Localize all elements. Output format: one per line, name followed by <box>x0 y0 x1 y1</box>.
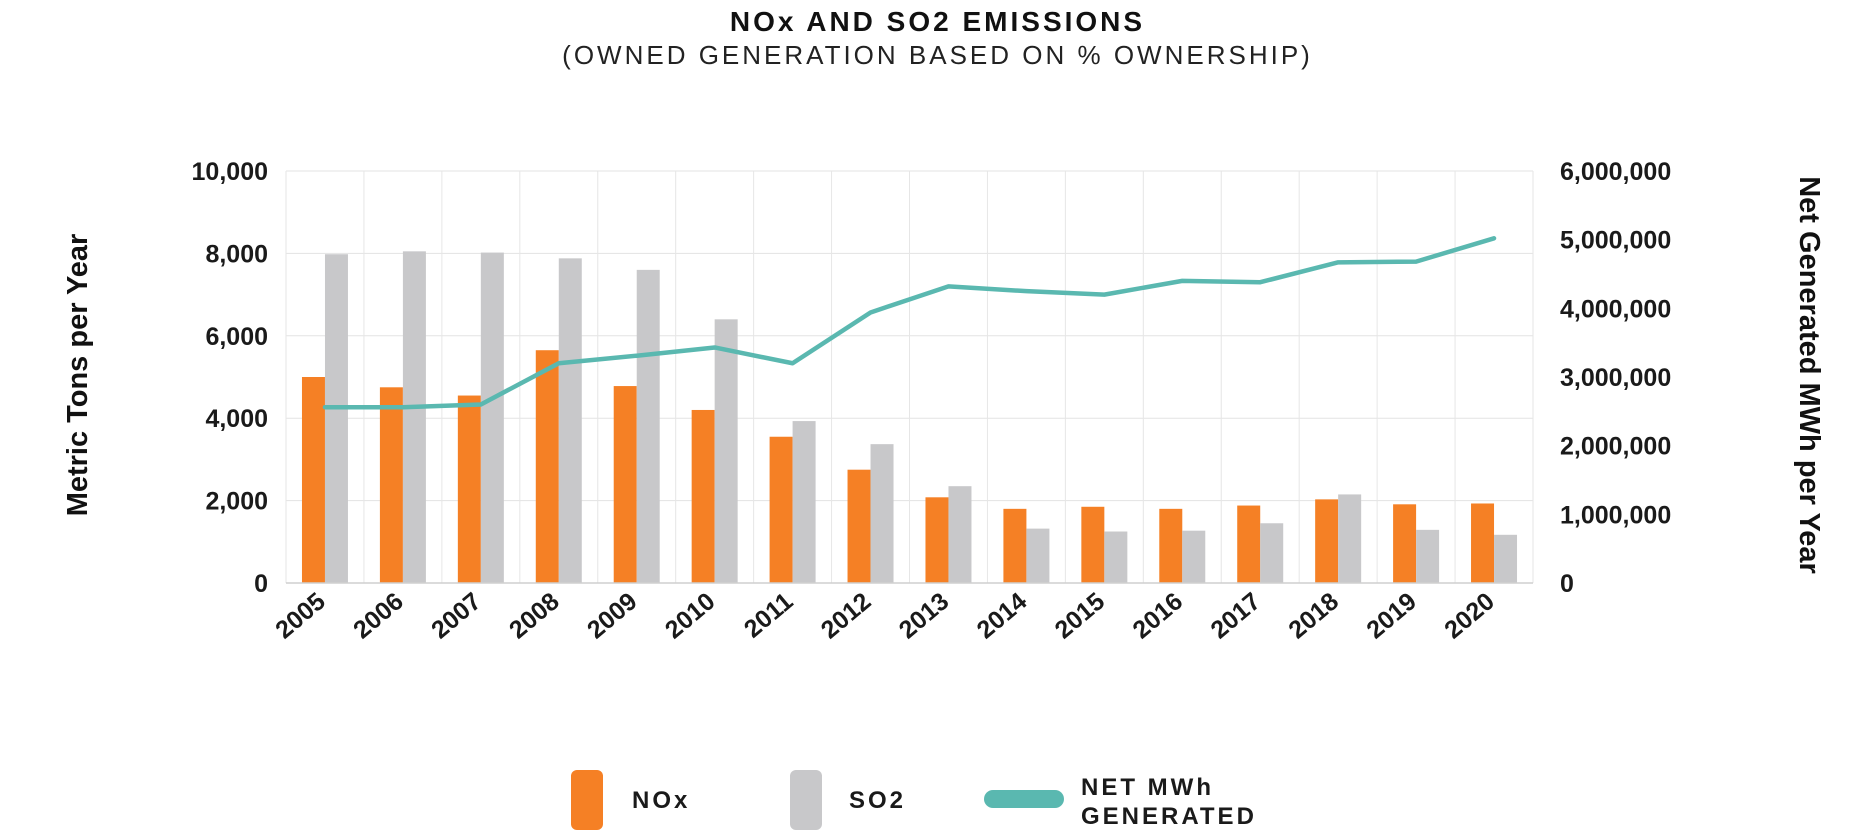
y-axis-label: Metric Tons per Year <box>62 234 94 517</box>
y-tick-label: 2,000 <box>205 488 268 516</box>
bar-so2 <box>1494 534 1518 583</box>
legend-label-nox: NOx <box>632 787 690 814</box>
legend-label-so2: SO2 <box>849 787 906 814</box>
legend-item-so2: SO2 <box>790 770 906 830</box>
bar-nox <box>847 469 871 583</box>
x-tick-label: 2018 <box>1283 587 1344 644</box>
legend-swatch-so2 <box>790 770 822 830</box>
bar-so2 <box>1104 531 1128 583</box>
x-axis-ticks: 2005 2006 2007 2008 2009 2010 2011 2012 2013 2014… <box>270 587 1500 644</box>
line-series <box>322 236 1497 410</box>
x-tick-label: 2010 <box>660 587 721 644</box>
legend-item-nox: NOx <box>571 770 690 830</box>
y-tick-label: 0 <box>254 570 268 598</box>
bar-nox <box>1003 508 1027 583</box>
x-tick-label: 2020 <box>1439 587 1500 644</box>
y2-tick-label: 0 <box>1560 570 1574 598</box>
x-tick-label: 2013 <box>894 587 955 644</box>
x-tick-label: 2012 <box>816 587 877 644</box>
bar-so2 <box>870 444 894 583</box>
bar-so2 <box>1416 529 1440 583</box>
x-tick-label: 2015 <box>1050 587 1111 644</box>
bar-so2 <box>402 251 426 583</box>
y-tick-label: 10,000 <box>192 158 268 186</box>
y-tick-label: 4,000 <box>205 405 268 433</box>
bar-nox <box>1393 504 1417 583</box>
y-tick-label: 8,000 <box>205 240 268 268</box>
x-tick-label: 2016 <box>1128 587 1189 644</box>
bar-so2 <box>1260 523 1284 583</box>
y-axis-ticks: 0 2,000 4,000 6,000 8,000 10,000 <box>192 158 268 598</box>
bar-nox <box>1471 503 1495 583</box>
x-tick-label: 2005 <box>270 587 331 644</box>
y2-tick-label: 5,000,000 <box>1560 227 1671 255</box>
bar-nox <box>691 409 715 583</box>
bar-so2 <box>948 486 972 583</box>
bar-so2 <box>324 254 348 583</box>
x-tick-label: 2011 <box>739 587 799 643</box>
legend-label-net-mwh-line1: NET MWh <box>1081 774 1214 801</box>
bar-nox <box>1315 499 1339 583</box>
x-tick-label: 2009 <box>582 587 643 644</box>
bar-nox <box>301 377 325 583</box>
legend-label-net-mwh-line2: GENERATED <box>1081 803 1257 830</box>
y2-tick-label: 4,000,000 <box>1560 295 1671 323</box>
legend-item-net-mwh: NET MWh GENERATED <box>984 774 1257 830</box>
bar-so2 <box>792 421 816 583</box>
bar-so2 <box>714 319 738 583</box>
bar-nox <box>457 395 481 583</box>
bar-nox <box>925 497 949 583</box>
bar-so2 <box>636 269 660 583</box>
y2-tick-label: 3,000,000 <box>1560 364 1671 392</box>
bar-nox <box>613 386 637 583</box>
y2-tick-label: 2,000,000 <box>1560 433 1671 461</box>
bar-nox <box>535 350 559 583</box>
bar-nox <box>1159 508 1183 583</box>
x-tick-label: 2008 <box>504 587 565 644</box>
y2-axis-ticks: 0 1,000,000 2,000,000 3,000,000 4,000,000 5,0… <box>1560 158 1671 598</box>
x-tick-label: 2019 <box>1361 587 1422 644</box>
y2-tick-label: 6,000,000 <box>1560 158 1671 186</box>
y-tick-label: 6,000 <box>205 323 268 351</box>
bar-so2 <box>1026 528 1050 583</box>
x-tick-label: 2014 <box>972 587 1033 644</box>
legend-swatch-net-mwh <box>984 790 1064 808</box>
bar-so2 <box>480 252 504 584</box>
x-tick-label: 2017 <box>1205 587 1266 644</box>
y2-axis-label: Net Generated MWh per Year <box>1793 176 1825 574</box>
bar-nox <box>769 436 793 583</box>
chart-subtitle: (OWNED GENERATION BASED ON % OWNERSHIP) <box>562 40 1313 70</box>
bar-nox <box>1081 506 1105 583</box>
chart-title: NOx AND SO2 EMISSIONS <box>729 6 1146 37</box>
bar-nox <box>1237 505 1261 583</box>
bar-so2 <box>558 258 582 583</box>
bars <box>301 251 1518 584</box>
y2-tick-label: 1,000,000 <box>1560 501 1671 529</box>
x-tick-label: 2006 <box>348 587 409 644</box>
bar-so2 <box>1182 530 1206 583</box>
bar-so2 <box>1338 494 1362 583</box>
legend-swatch-nox <box>571 770 603 830</box>
x-tick-label: 2007 <box>426 587 487 644</box>
bar-nox <box>379 387 403 583</box>
line-net-mwh <box>322 236 1497 410</box>
legend: NOx SO2 NET MWh GENERATED <box>571 770 1257 830</box>
